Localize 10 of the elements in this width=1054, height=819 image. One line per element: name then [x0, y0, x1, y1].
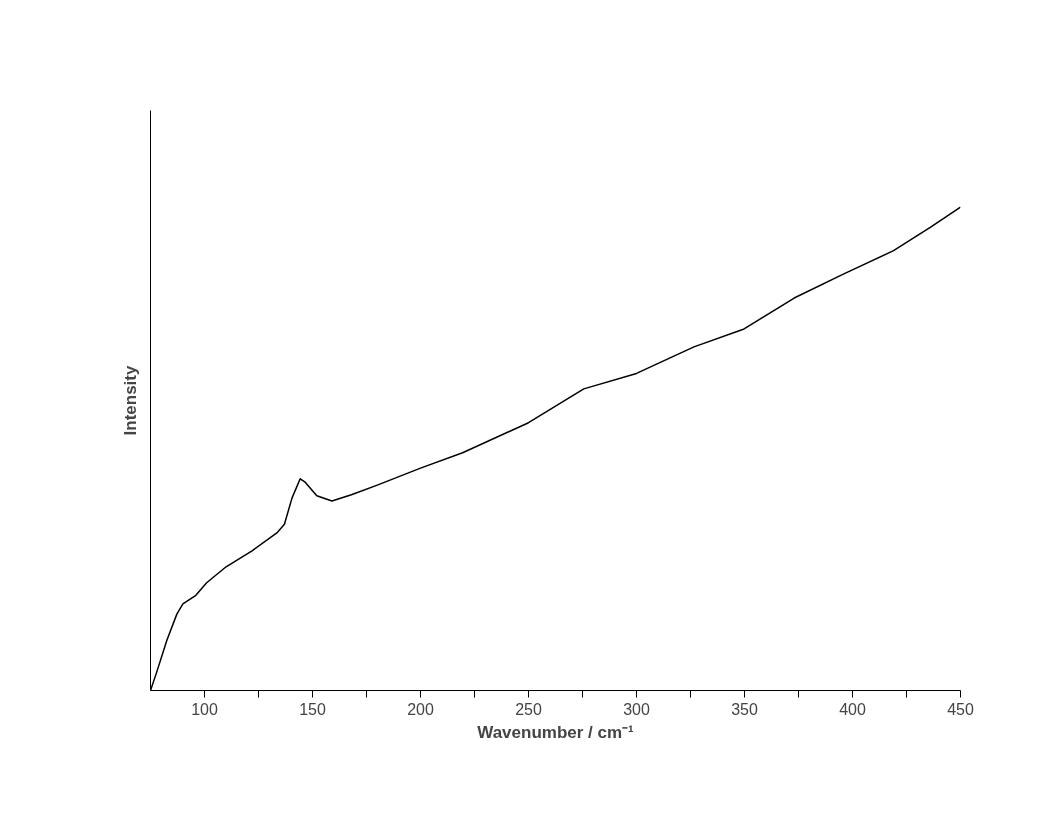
x-tick-label: 450 — [947, 700, 974, 718]
x-tick-label: 400 — [839, 700, 866, 718]
x-tick-label: 100 — [191, 700, 218, 718]
x-tick-label: 250 — [515, 700, 542, 718]
x-tick-label: 200 — [407, 700, 434, 718]
x-tick-label: 150 — [299, 700, 326, 718]
x-tick-label: 300 — [623, 700, 650, 718]
y-axis-title: Intensity — [120, 365, 140, 436]
x-axis-title: Wavenumber / cm⁻¹ — [477, 722, 635, 742]
x-tick-label: 350 — [731, 700, 758, 718]
